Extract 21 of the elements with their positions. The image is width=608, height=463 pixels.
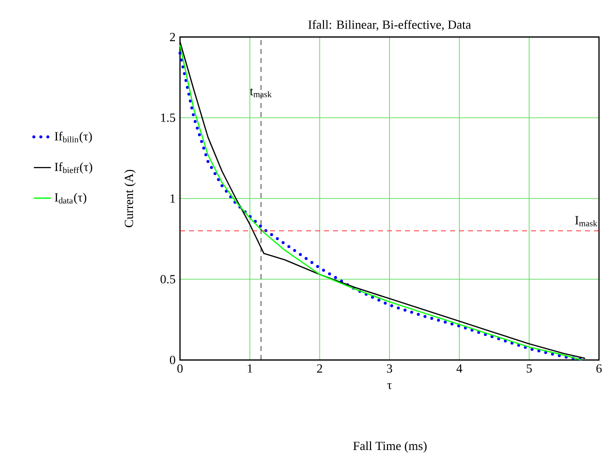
x-axis-title: τ — [387, 383, 392, 390]
y-tick-label: 1.5 — [161, 114, 176, 122]
y-tick-label: 2 — [170, 32, 175, 42]
text: Fall Time (ms) — [353, 441, 427, 453]
x-tick-label: 6 — [596, 364, 602, 373]
y-tick-label: 0.5 — [160, 275, 176, 284]
x-tick-label: 2 — [317, 364, 322, 373]
legend-label: If$_{bilin}$(τ) — [54, 132, 92, 144]
x-tick-label: 1 — [248, 364, 252, 373]
ref-line-label: I$_{mask}$ — [575, 216, 598, 226]
y-axis-title: Current (A) — [124, 170, 136, 228]
y-tick-label: 0 — [170, 356, 176, 364]
y-tick-label: 1 — [170, 194, 175, 203]
chart-title: Ifall: Bilinear, Bi-effective, Data — [308, 20, 471, 31]
x-tick-label: 4 — [456, 364, 462, 373]
ref-line-label: t$_{mask}$ — [250, 88, 272, 98]
x-tick-label: 3 — [386, 364, 392, 373]
x-tick-label: 5 — [526, 364, 532, 373]
x-tick-label: 0 — [177, 364, 183, 373]
legend-label: If$_{bieff}$(τ) — [54, 162, 92, 174]
legend-label: I$_{data}$(τ) — [54, 192, 86, 204]
